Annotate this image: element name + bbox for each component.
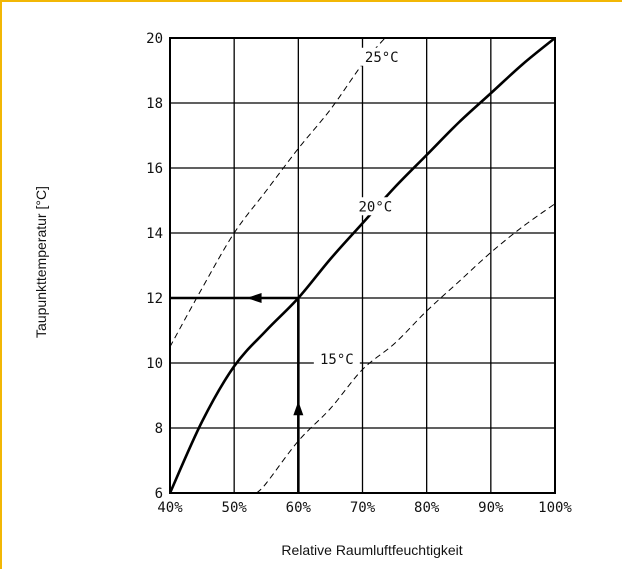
series-group bbox=[170, 38, 555, 493]
x-tick-label: 70% bbox=[350, 500, 376, 516]
grid-lines bbox=[170, 38, 555, 493]
x-tick-label: 40% bbox=[157, 500, 183, 516]
arrow-left-icon bbox=[246, 293, 262, 303]
x-tick-label: 80% bbox=[414, 500, 440, 516]
series-line-25c bbox=[170, 38, 386, 347]
curve-label-bg bbox=[352, 197, 399, 216]
x-tick-label: 100% bbox=[538, 500, 572, 516]
y-tick-label: 6 bbox=[155, 486, 163, 502]
y-tick-labels: 6 8 10 12 14 16 18 20 bbox=[146, 31, 163, 502]
x-axis-title: Relative Raumluftfeuchtigkeit bbox=[281, 542, 462, 558]
y-tick-label: 10 bbox=[146, 356, 163, 372]
arrow-up-icon bbox=[293, 401, 304, 416]
x-tick-label: 90% bbox=[478, 500, 504, 516]
y-tick-label: 16 bbox=[146, 161, 163, 177]
y-tick-label: 14 bbox=[146, 226, 163, 242]
x-tick-label: 50% bbox=[222, 500, 248, 516]
curve-label: 15°C bbox=[320, 352, 354, 368]
plot-border bbox=[169, 37, 556, 494]
series-line-15c bbox=[256, 203, 555, 493]
curve-label: 25°C bbox=[365, 50, 399, 66]
reading-example bbox=[170, 293, 304, 493]
y-tick-label: 8 bbox=[155, 421, 163, 437]
y-tick-label: 20 bbox=[146, 31, 163, 47]
curve-label: 20°C bbox=[358, 199, 392, 215]
y-tick-label: 18 bbox=[146, 96, 163, 112]
x-tick-labels: 40% 50% 60% 70% 80% 90% 100% bbox=[157, 500, 572, 516]
x-tick-label: 60% bbox=[286, 500, 312, 516]
curve-label-bg bbox=[313, 350, 360, 368]
series-line-20c bbox=[170, 38, 555, 493]
curve-labels: 25°C 20°C 15°C bbox=[313, 47, 405, 368]
y-axis-title: Taupunkttemperatur [°C] bbox=[33, 186, 49, 338]
y-tick-label: 12 bbox=[146, 291, 163, 307]
curve-label-bg bbox=[358, 47, 405, 66]
